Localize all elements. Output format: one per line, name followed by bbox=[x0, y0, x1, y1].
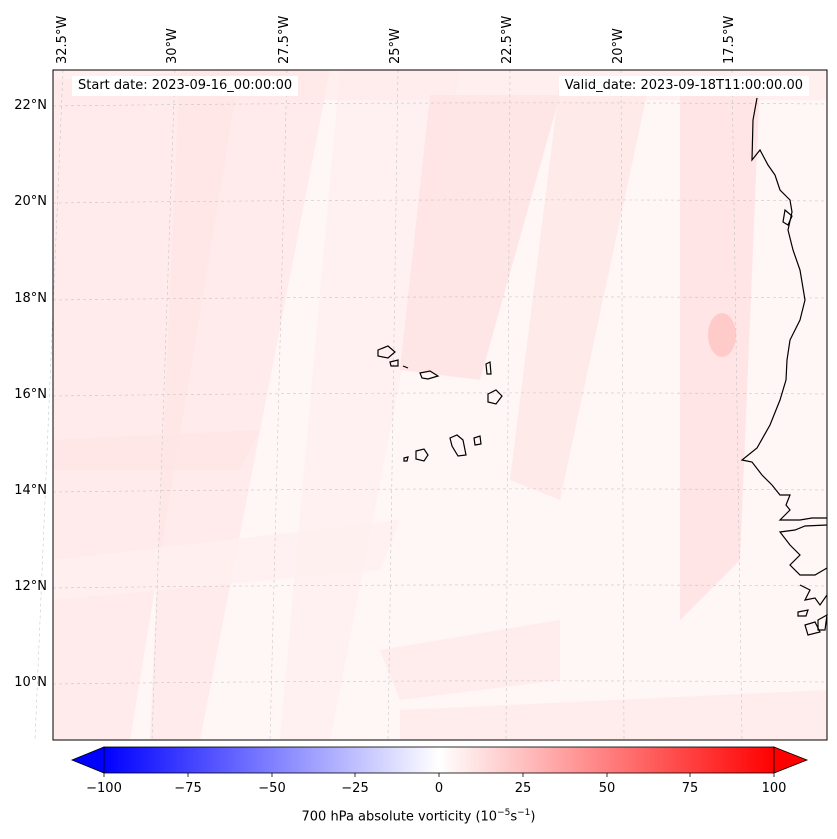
lon-label: 17.5°W bbox=[722, 15, 737, 64]
colorbar-tick: −75 bbox=[174, 781, 202, 796]
lat-label: 18°N bbox=[14, 291, 47, 306]
coastline bbox=[740, 97, 828, 636]
colorbar-label: 700 hPa absolute vorticity (10−5s−1) bbox=[301, 808, 536, 825]
colorbar-tick: 75 bbox=[681, 781, 699, 796]
lat-label: 14°N bbox=[14, 483, 47, 498]
colorbar bbox=[70, 746, 809, 777]
vorticity-field bbox=[53, 70, 827, 740]
colorbar-tick: −50 bbox=[258, 781, 286, 796]
start-date-label: Start date: 2023-09-16_00:00:00 bbox=[72, 76, 299, 96]
colorbar-tick: 50 bbox=[598, 781, 616, 796]
lat-label: 10°N bbox=[14, 675, 47, 690]
colorbar-high-extend bbox=[773, 746, 809, 774]
colorbar-gradient bbox=[103, 746, 775, 774]
lat-label: 22°N bbox=[14, 98, 47, 113]
colorbar-tick: 100 bbox=[761, 781, 787, 796]
colorbar-tick: 25 bbox=[514, 781, 532, 796]
lon-label: 30°W bbox=[165, 28, 180, 64]
lat-label: 12°N bbox=[14, 579, 47, 594]
lat-label: 20°N bbox=[14, 194, 47, 209]
map-frame bbox=[52, 69, 828, 741]
lon-label: 22.5°W bbox=[500, 15, 515, 64]
gridlines bbox=[34, 69, 828, 741]
lon-label: 20°W bbox=[611, 28, 626, 64]
lon-label: 27.5°W bbox=[277, 15, 292, 64]
lon-label: 25°W bbox=[388, 28, 403, 64]
valid-date-label: Valid_date: 2023-09-18T11:00:00.00 bbox=[558, 76, 809, 96]
colorbar-tick: 0 bbox=[434, 781, 444, 796]
cape-verde-islands bbox=[377, 345, 503, 462]
lat-label: 16°N bbox=[14, 387, 47, 402]
colorbar-tick: −25 bbox=[341, 781, 369, 796]
colorbar-tick: −100 bbox=[86, 781, 122, 796]
colorbar-low-extend bbox=[70, 746, 105, 774]
lon-label: 32.5°W bbox=[55, 15, 70, 64]
